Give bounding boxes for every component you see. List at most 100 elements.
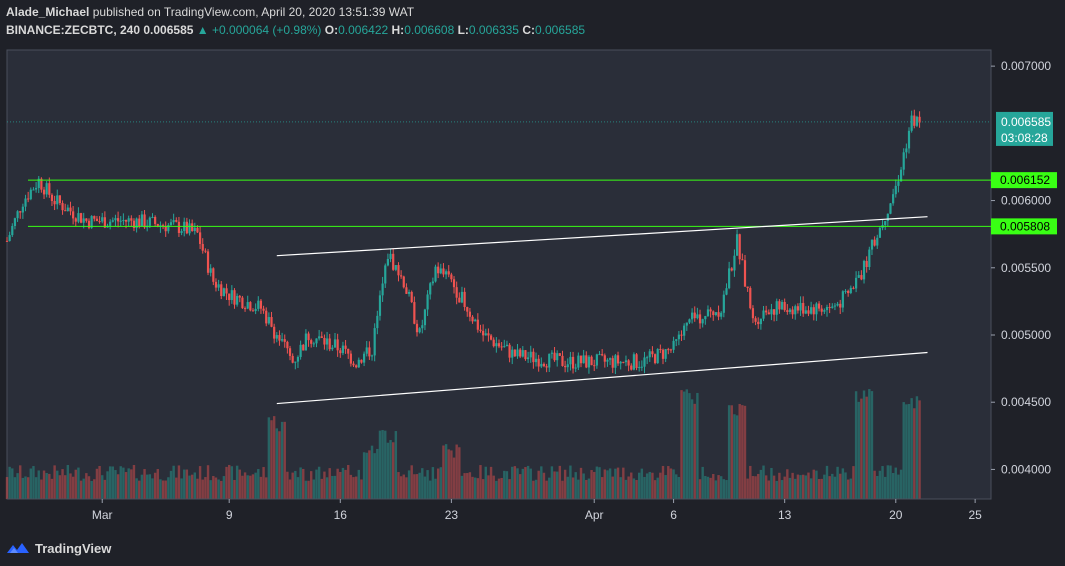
candle-body <box>677 334 680 340</box>
candle-body <box>400 275 403 277</box>
volume-bar <box>915 396 919 499</box>
x-tick-label: 25 <box>968 508 982 522</box>
candle-body <box>341 345 345 354</box>
volume-bar <box>243 472 247 499</box>
volume-bar <box>791 472 794 499</box>
volume-bar <box>58 475 62 499</box>
candle-body <box>288 348 292 356</box>
volume-bar <box>381 430 384 499</box>
y-tick-label: 0.005000 <box>1001 328 1051 342</box>
volume-bar <box>29 468 33 499</box>
volume-bar <box>775 480 778 499</box>
candle-body <box>262 308 265 311</box>
volume-bar <box>630 472 633 499</box>
candle-body <box>249 302 252 311</box>
volume-bar <box>214 477 218 499</box>
candle-body <box>688 319 691 323</box>
candle-body <box>765 310 768 313</box>
volume-bar <box>444 444 448 499</box>
volume-bar <box>323 471 326 499</box>
candle-body <box>53 201 56 205</box>
volume-bar <box>632 478 636 499</box>
candle-body <box>728 268 731 289</box>
volume-bar <box>135 478 138 499</box>
volume-bar <box>825 465 829 499</box>
volume-bar <box>429 480 432 499</box>
volume-bar <box>735 415 739 499</box>
volume-bar <box>698 479 702 499</box>
candle-body <box>574 367 577 369</box>
candle-body <box>693 312 696 319</box>
candle-body <box>571 356 575 369</box>
candle-body <box>476 319 479 330</box>
candle-body <box>651 351 654 355</box>
candle-body <box>553 352 556 361</box>
volume-bar <box>85 473 88 499</box>
volume-bar <box>460 475 464 499</box>
candle-body <box>683 325 686 336</box>
volume-bar <box>122 467 125 499</box>
candle-body <box>188 223 191 234</box>
candle-body <box>98 221 101 223</box>
volume-bar <box>66 465 70 499</box>
volume-bar <box>217 479 220 499</box>
candle-body <box>696 314 699 319</box>
candle-body <box>193 227 196 232</box>
candle-body <box>558 353 561 356</box>
candle-body <box>593 365 596 367</box>
candle-body <box>143 214 146 228</box>
candle-body <box>603 355 606 362</box>
volume-bar <box>394 431 398 499</box>
volume-bar <box>730 405 733 499</box>
candle-body <box>474 319 477 322</box>
y-tick-label: 0.005500 <box>1001 261 1051 275</box>
candle-body <box>902 152 905 170</box>
volume-bar <box>645 473 649 499</box>
candle-body <box>283 339 286 342</box>
candle-body <box>87 220 91 228</box>
volume-bar <box>151 478 154 499</box>
tradingview-footer[interactable]: TradingView <box>6 538 111 558</box>
candle-body <box>82 218 85 223</box>
candle-body <box>228 293 231 301</box>
volume-bar <box>74 469 77 499</box>
candle-body <box>529 351 532 358</box>
candle-body <box>304 333 308 351</box>
volume-bar <box>421 468 424 499</box>
candle-body <box>812 307 815 315</box>
candle-body <box>299 344 302 357</box>
volume-bar <box>56 470 59 499</box>
candle-body <box>307 333 310 341</box>
candle-body <box>532 351 535 363</box>
tradingview-logo-icon <box>7 543 29 553</box>
symbol-label[interactable]: BINANCE:ZECBTC, 240 <box>6 23 141 37</box>
volume-bar <box>714 480 718 499</box>
author-name[interactable]: Alade_Michael <box>6 5 90 19</box>
volume-bar <box>558 465 562 499</box>
candle-body <box>746 286 749 289</box>
volume-bar <box>315 469 318 499</box>
candle-body <box>410 291 413 303</box>
volume-bar <box>836 466 839 499</box>
y-tick-label: 0.007000 <box>1001 59 1051 73</box>
candle-body <box>616 355 620 364</box>
candle-body <box>892 194 895 204</box>
volume-bar <box>209 480 212 499</box>
volume-bar <box>727 405 731 499</box>
candle-body <box>50 194 54 202</box>
volume-bar <box>21 477 25 499</box>
candle-body <box>365 347 368 354</box>
candle-body <box>251 310 255 312</box>
price-chart[interactable]: 0.007000 0.006000 0.005500 0.005000 0.004500… <box>0 42 1065 534</box>
candle-body <box>413 302 416 324</box>
volume-bar <box>212 476 215 499</box>
candle-body <box>312 343 315 345</box>
candle-body <box>913 115 916 126</box>
candle-body <box>817 303 821 309</box>
volume-bar <box>132 465 136 499</box>
candle-body <box>204 250 207 252</box>
candle-body <box>495 343 498 347</box>
candle-body <box>444 271 448 275</box>
volume-bar <box>746 478 749 499</box>
candle-body <box>630 365 633 370</box>
